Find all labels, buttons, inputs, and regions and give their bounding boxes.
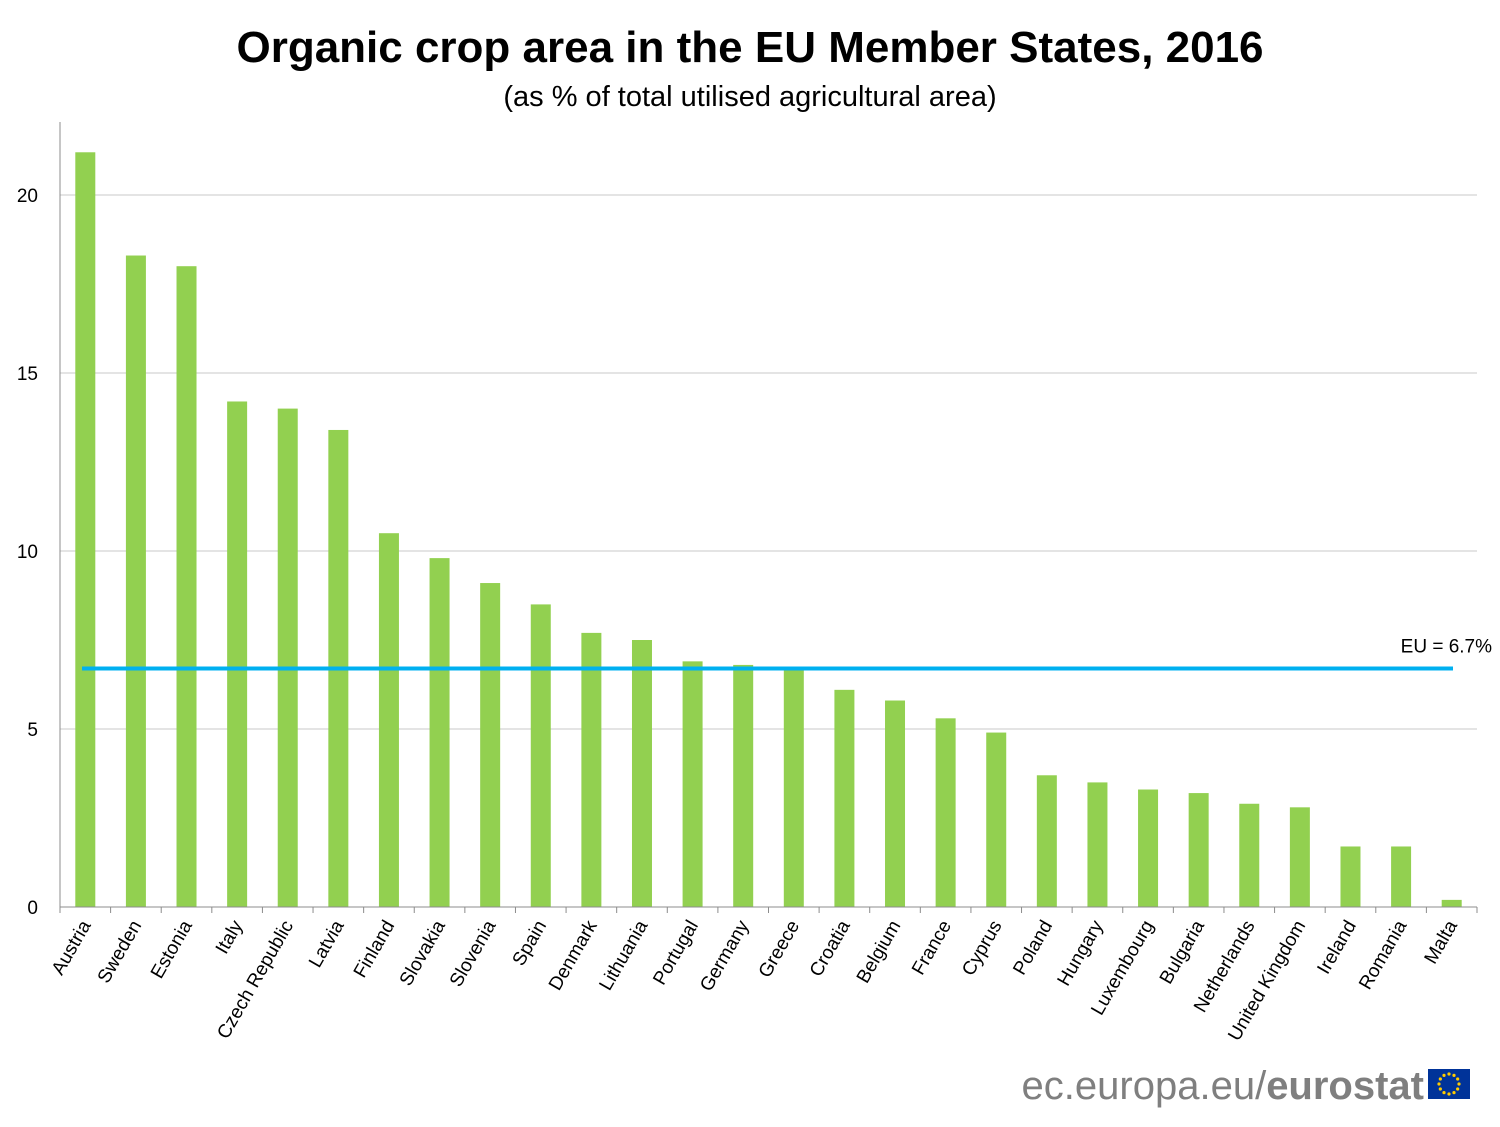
eu-average: EU = 6.7% (82, 636, 1492, 671)
x-tick-label: Greece (755, 917, 804, 981)
eu-flag-icon (1428, 1069, 1470, 1099)
flag-star (1452, 1091, 1456, 1095)
flag-star (1456, 1087, 1460, 1091)
x-tick-label: Malta (1421, 917, 1463, 968)
x-tick-label: Germany (696, 917, 754, 996)
bar-romania (1391, 846, 1412, 907)
x-tick-label: Austria (48, 917, 96, 979)
bar-italy (227, 401, 248, 907)
x-tick-label: Hungary (1054, 917, 1108, 990)
x-tick-label: Belgium (853, 917, 906, 987)
flag-star (1447, 1072, 1451, 1076)
flag-star (1442, 1091, 1446, 1095)
x-tick-label: Slovenia (446, 917, 501, 991)
eu-average-label: EU = 6.7% (1401, 636, 1492, 657)
bar-austria (75, 152, 96, 907)
y-tick-label: 5 (27, 720, 38, 741)
bar-croatia (834, 689, 855, 907)
y-tick-label: 0 (27, 898, 38, 919)
y-tick-label: 10 (17, 542, 38, 563)
x-tick-label: Spain (509, 917, 551, 970)
brand-domain: ec.europa.eu/ (1022, 1064, 1268, 1108)
flag-star (1456, 1077, 1460, 1081)
bar-france (935, 718, 956, 907)
chart-subtitle: (as % of total utilised agricultural are… (503, 81, 996, 113)
x-tick-label: Slovakia (396, 917, 450, 990)
x-tick-label: Ireland (1314, 917, 1361, 978)
x-tick-label: Lithuania (596, 917, 653, 995)
bar-slovenia (480, 583, 501, 907)
flag-star (1438, 1087, 1442, 1091)
bars (75, 152, 1462, 907)
bar-hungary (1087, 782, 1108, 907)
x-tick-label: Croatia (806, 917, 855, 981)
y-tick-label: 20 (17, 186, 38, 207)
bar-cyprus (986, 732, 1007, 907)
x-tick-label: Denmark (545, 917, 602, 995)
x-tick-label: Poland (1009, 917, 1057, 979)
bar-poland (1036, 775, 1057, 907)
y-tick-label: 15 (17, 364, 38, 385)
eurostat-branding: ec.europa.eu/eurostat (1022, 1064, 1470, 1108)
bar-sweden (125, 255, 146, 907)
x-tick-label: Finland (350, 917, 399, 981)
bar-germany (733, 664, 754, 907)
bar-greece (783, 668, 804, 907)
bar-czech-republic (277, 408, 298, 907)
bar-ireland (1340, 846, 1361, 907)
bar-united-kingdom (1289, 807, 1310, 907)
flag-star (1457, 1082, 1461, 1086)
bar-slovakia (429, 558, 450, 907)
x-tick-label: Portugal (649, 917, 703, 989)
x-tick-label: Romania (1355, 917, 1411, 994)
bar-estonia (176, 266, 197, 907)
flag-star (1447, 1092, 1451, 1096)
bar-netherlands (1239, 803, 1260, 907)
gridlines (60, 194, 1477, 730)
brand-url: ec.europa.eu/eurostat (1022, 1064, 1424, 1108)
flag-star (1442, 1073, 1446, 1077)
bar-portugal (682, 661, 703, 907)
bar-denmark (581, 632, 602, 907)
flag-star (1452, 1073, 1456, 1077)
brand-name: eurostat (1266, 1064, 1424, 1108)
bar-bulgaria (1188, 793, 1209, 907)
x-tick-label: Italy (212, 917, 248, 958)
x-tick-label: Bulgaria (1156, 917, 1209, 988)
bar-spain (530, 604, 551, 907)
y-axis-ticks: 0 5 10 15 20 (17, 186, 38, 919)
x-tick-label: Sweden (94, 917, 147, 987)
flag-star (1438, 1077, 1442, 1081)
axes (59, 122, 1477, 908)
chart-title: Organic crop area in the EU Member State… (236, 23, 1263, 72)
x-tick-label: Latvia (305, 917, 349, 972)
x-tick-label: Cyprus (958, 917, 1006, 980)
x-tick-label: France (908, 917, 956, 979)
bar-lithuania (631, 640, 652, 907)
flag-star (1437, 1082, 1441, 1086)
bar-belgium (885, 700, 906, 907)
x-tick-label: Estonia (147, 917, 197, 983)
bar-malta (1441, 899, 1462, 907)
bar-finland (378, 533, 399, 907)
bar-luxembourg (1138, 789, 1159, 907)
